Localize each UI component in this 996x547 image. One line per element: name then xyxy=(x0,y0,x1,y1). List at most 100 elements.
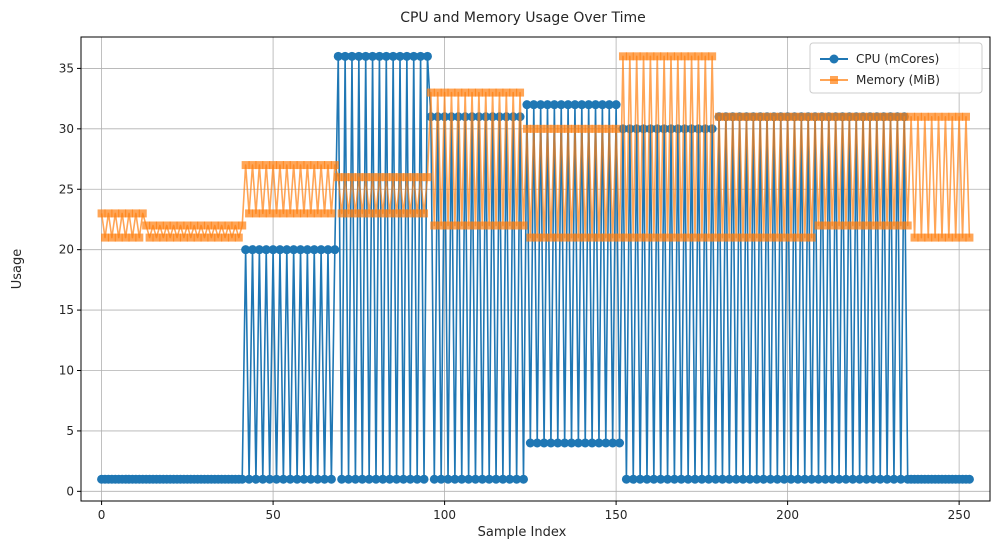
legend: CPU (mCores) Memory (MiB) xyxy=(809,42,983,94)
memory-point xyxy=(907,112,916,121)
memory-point xyxy=(389,173,398,182)
memory-point xyxy=(107,233,116,242)
cpu-point xyxy=(700,124,710,134)
cpu-point xyxy=(532,438,542,448)
cpu-point xyxy=(289,245,299,255)
cpu-point xyxy=(505,474,515,484)
memory-series xyxy=(97,52,974,242)
cpu-point xyxy=(354,51,364,61)
memory-point xyxy=(217,221,226,230)
cpu-point xyxy=(368,51,378,61)
memory-point xyxy=(334,173,343,182)
cpu-point xyxy=(237,474,247,484)
cpu-point xyxy=(896,474,906,484)
cpu-point xyxy=(405,474,415,484)
cpu-point xyxy=(745,474,755,484)
memory-point xyxy=(608,233,617,242)
memory-point xyxy=(708,52,717,61)
cpu-point xyxy=(875,474,885,484)
memory-point xyxy=(691,233,699,242)
memory-point xyxy=(883,221,892,230)
memory-point xyxy=(721,112,730,121)
memory-point xyxy=(142,221,151,230)
cpu-point xyxy=(422,51,432,61)
memory-point xyxy=(372,209,380,218)
cpu-point xyxy=(621,474,631,484)
memory-point xyxy=(286,209,295,218)
cpu-point xyxy=(258,474,268,484)
memory-point xyxy=(896,221,905,230)
memory-point xyxy=(444,221,453,230)
memory-point xyxy=(502,88,511,97)
memory-point xyxy=(406,209,415,218)
memory-point xyxy=(341,173,350,182)
cpu-point xyxy=(731,474,741,484)
memory-point xyxy=(203,221,212,230)
memory-point xyxy=(701,52,710,61)
memory-point xyxy=(330,161,339,170)
cpu-point xyxy=(687,124,697,134)
cpu-point xyxy=(457,474,467,484)
cpu-point xyxy=(549,100,559,110)
memory-point xyxy=(852,112,861,121)
cpu-point xyxy=(518,474,528,484)
memory-point xyxy=(344,209,353,218)
memory-point xyxy=(697,233,706,242)
memory-point xyxy=(570,124,579,133)
memory-point xyxy=(145,233,154,242)
memory-point xyxy=(591,124,600,133)
x-tick-label: 50 xyxy=(265,508,280,522)
memory-point xyxy=(193,233,202,242)
memory-point xyxy=(169,221,178,230)
cpu-point xyxy=(765,474,775,484)
memory-point xyxy=(272,209,281,218)
memory-point xyxy=(255,161,264,170)
memory-point xyxy=(913,112,922,121)
cpu-point xyxy=(649,474,659,484)
memory-point xyxy=(478,221,487,230)
memory-point xyxy=(399,209,408,218)
cpu-point xyxy=(567,438,577,448)
memory-point xyxy=(282,161,291,170)
cpu-point xyxy=(868,474,878,484)
cpu-point xyxy=(296,245,306,255)
memory-point xyxy=(694,52,703,61)
memory-point xyxy=(512,221,521,230)
memory-point xyxy=(495,88,504,97)
memory-point xyxy=(588,233,597,242)
cpu-point xyxy=(241,245,251,255)
cpu-point xyxy=(652,124,662,134)
cpu-point xyxy=(357,474,367,484)
memory-point xyxy=(732,233,741,242)
memory-point xyxy=(522,124,531,133)
cpu-point xyxy=(577,100,587,110)
memory-point xyxy=(457,221,466,230)
cpu-point xyxy=(827,474,837,484)
memory-point xyxy=(567,233,576,242)
memory-point xyxy=(533,233,542,242)
memory-point xyxy=(485,221,494,230)
cpu-point xyxy=(272,474,282,484)
cpu-point xyxy=(848,474,858,484)
memory-point xyxy=(660,52,669,61)
cpu-point xyxy=(302,245,312,255)
memory-point xyxy=(622,233,631,242)
memory-point xyxy=(173,233,182,242)
memory-point xyxy=(197,221,206,230)
y-tick-label: 5 xyxy=(66,424,74,438)
memory-point xyxy=(759,233,768,242)
memory-point xyxy=(186,233,195,242)
memory-point xyxy=(111,209,120,218)
memory-point xyxy=(437,221,446,230)
cpu-point xyxy=(546,438,556,448)
memory-point xyxy=(944,233,953,242)
memory-point xyxy=(790,112,799,121)
cpu-point xyxy=(378,474,388,484)
y-axis-label: Usage xyxy=(10,249,25,290)
cpu-point xyxy=(724,474,734,484)
memory-point xyxy=(248,161,257,170)
cpu-point xyxy=(464,474,474,484)
cpu-point xyxy=(704,474,714,484)
cpu-point xyxy=(601,438,611,448)
memory-point xyxy=(889,221,898,230)
